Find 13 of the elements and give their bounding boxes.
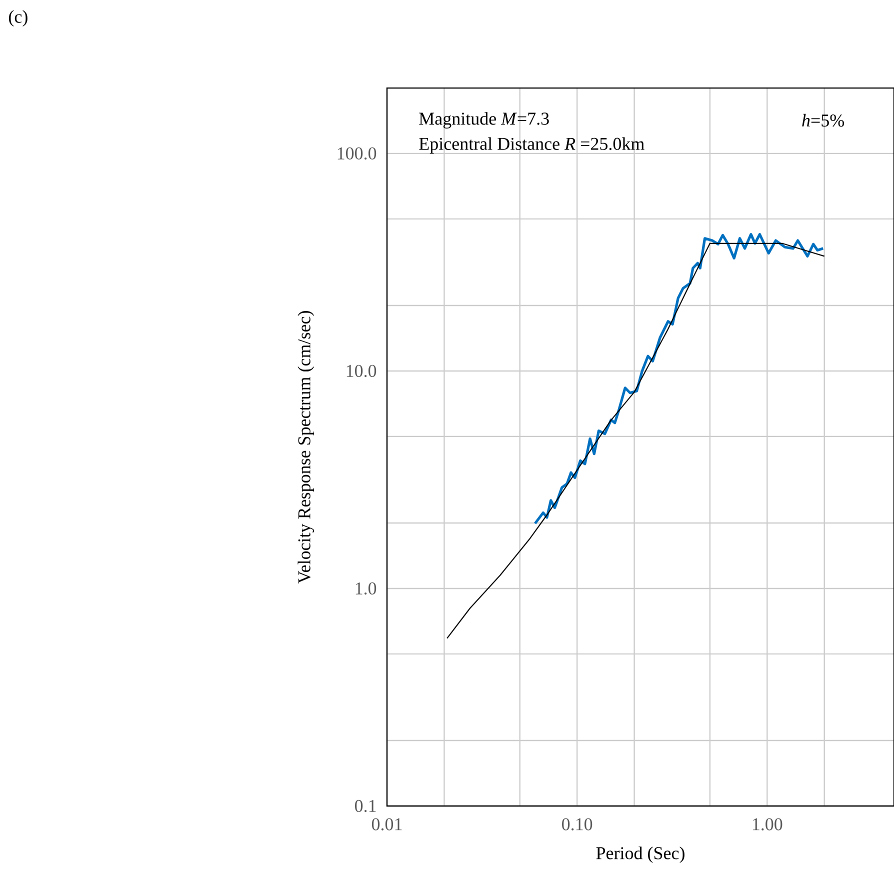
x-tick-label: 1.00 bbox=[752, 818, 782, 830]
text: (c) bbox=[8, 10, 28, 26]
y-tick-label: 10.0 bbox=[346, 364, 376, 378]
y-tick-label: 100.0 bbox=[338, 147, 376, 160]
annotation: h=5% bbox=[802, 114, 844, 127]
x-tick-label: 0.01 bbox=[372, 818, 402, 830]
annotation: Epicentral Distance R =25.0km bbox=[419, 137, 644, 154]
annotation: Magnitude M=7.3 bbox=[419, 112, 549, 128]
y-axis-title: Velocity Response Spectrum (cm/sec) bbox=[298, 311, 314, 584]
y-tick-label: 0.1 bbox=[354, 800, 376, 812]
x-axis-title: Period (Sec) bbox=[596, 846, 684, 863]
y-tick-label: 1.0 bbox=[356, 582, 376, 595]
x-tick-label: 0.10 bbox=[562, 818, 592, 830]
